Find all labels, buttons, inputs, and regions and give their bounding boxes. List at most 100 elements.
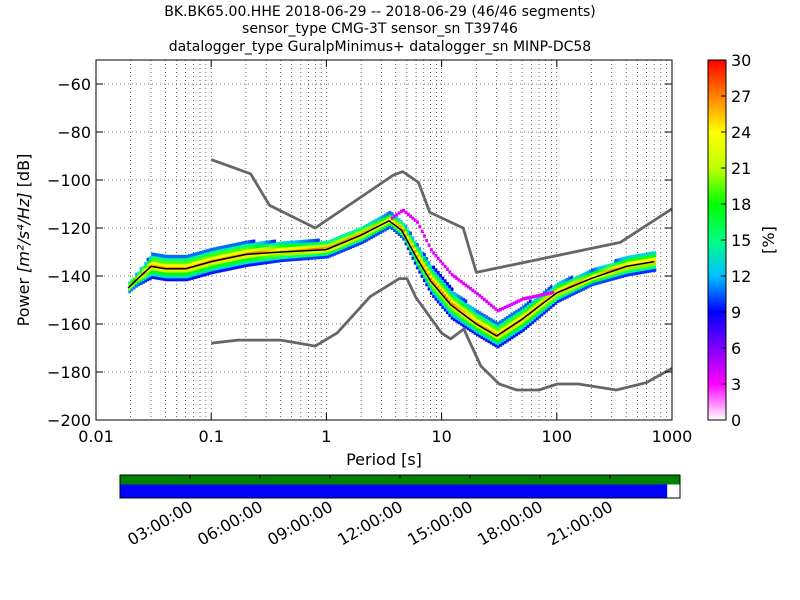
psd-cell <box>326 246 330 250</box>
psd-cell <box>245 263 249 267</box>
coverage-bar-green <box>120 475 680 485</box>
psd-cell <box>158 253 161 258</box>
psd-cell <box>376 231 380 236</box>
psd-cell <box>197 268 201 273</box>
psd-cell <box>381 229 385 233</box>
psd-cell <box>625 258 629 263</box>
psd-cell <box>370 235 373 240</box>
psd-cell <box>411 256 415 260</box>
time-tick-label: 06:00:00 <box>194 497 266 549</box>
psd-cell <box>215 266 219 271</box>
psd-cell <box>494 329 498 333</box>
psd-cell <box>328 251 332 255</box>
psd-cell <box>174 260 177 265</box>
psd-cell <box>349 242 353 247</box>
psd-cell <box>452 297 456 302</box>
psd-cell <box>201 267 205 271</box>
psd-cell <box>243 255 247 259</box>
psd-cell <box>531 306 535 310</box>
psd-cell <box>448 313 452 317</box>
psd-cell <box>254 259 258 263</box>
psd-cell <box>538 306 542 310</box>
psd-cell <box>420 262 424 267</box>
psd-cell <box>201 273 205 277</box>
psd-cell <box>305 253 309 258</box>
psd-cell <box>185 275 189 279</box>
psd-cell <box>614 270 618 275</box>
psd-cell <box>287 255 290 259</box>
psd-cell <box>533 298 537 302</box>
psd-cell <box>397 218 401 222</box>
psd-cell <box>623 268 627 272</box>
psd-cell-outlier <box>492 305 495 309</box>
psd-cell <box>208 265 212 270</box>
psd-cell <box>411 242 415 246</box>
psd-cell <box>247 254 251 258</box>
psd-cell <box>469 328 472 332</box>
psd-cell <box>227 253 230 257</box>
psd-cell <box>381 223 385 227</box>
psd-cell-outlier <box>457 278 461 282</box>
psd-cell <box>579 288 583 292</box>
psd-cell <box>482 334 486 338</box>
psd-cell <box>386 220 389 225</box>
psd-cell <box>434 294 438 298</box>
psd-cell <box>427 261 431 265</box>
psd-cell <box>508 337 512 341</box>
psd-cell <box>577 275 581 279</box>
psd-cell <box>374 221 378 226</box>
psd-cell <box>254 245 258 249</box>
psd-cell <box>275 256 279 260</box>
psd-cell <box>607 266 611 271</box>
psd-cell <box>164 272 168 276</box>
psd-cell <box>436 299 440 304</box>
psd-cell <box>586 279 590 283</box>
psd-cell <box>416 245 419 250</box>
psd-cell <box>436 271 440 275</box>
psd-cell <box>600 280 604 284</box>
psd-cell <box>558 292 562 297</box>
psd-cell <box>169 272 173 276</box>
psd-cell <box>346 235 350 239</box>
psd-cell <box>208 271 212 275</box>
psd-cell <box>270 248 274 252</box>
psd-cell <box>457 306 461 310</box>
psd-cell <box>515 312 518 317</box>
psd-cell <box>146 260 150 265</box>
psd-cell <box>423 278 426 283</box>
psd-cell <box>457 294 461 299</box>
psd-cell <box>404 227 408 232</box>
psd-cell <box>517 322 521 327</box>
psd-cell <box>427 287 431 291</box>
psd-cell <box>358 241 362 246</box>
psd-cell <box>512 319 516 324</box>
psd-cell <box>192 267 196 271</box>
psd-cell <box>204 269 207 274</box>
psd-cell <box>602 276 606 281</box>
psd-cell <box>549 285 553 289</box>
psd-cell <box>464 319 468 323</box>
psd-cell <box>213 261 217 266</box>
psd-cell <box>192 252 196 257</box>
psd-cell <box>462 303 465 308</box>
psd-cell <box>524 312 528 316</box>
psd-cell <box>298 257 302 261</box>
psd-cell <box>395 219 399 223</box>
psd-cell <box>204 249 207 254</box>
psd-cell <box>337 247 341 251</box>
psd-cell <box>614 259 618 263</box>
psd-cell <box>312 244 316 249</box>
psd-cell <box>575 290 578 295</box>
psd-cell <box>144 261 148 266</box>
psd-cell <box>252 248 256 252</box>
psd-cell <box>522 305 525 309</box>
psd-cell <box>561 294 565 298</box>
psd-cell <box>337 244 341 249</box>
psd-cell <box>236 265 240 269</box>
psd-cell <box>563 290 567 294</box>
colorbar-tick-label: 30 <box>731 51 751 70</box>
psd-cell <box>425 259 429 264</box>
psd-cell <box>337 235 341 240</box>
psd-cell <box>568 294 571 298</box>
psd-cell <box>404 242 408 246</box>
